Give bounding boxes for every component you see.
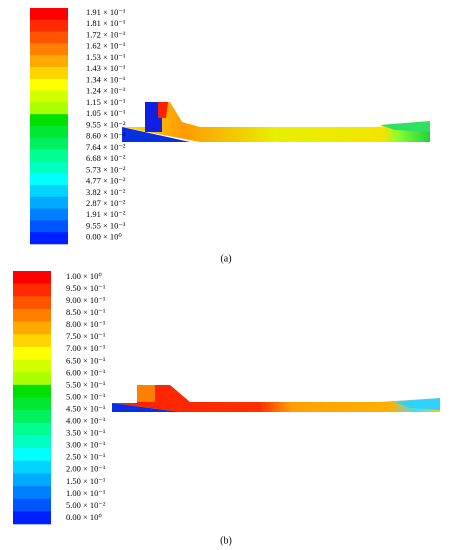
legend-swatch: [13, 486, 51, 499]
legend-swatch: [13, 460, 51, 474]
legend-label: 7.50 × 10⁻¹: [66, 331, 106, 341]
legend-label: 2.00 × 10⁻¹: [66, 464, 106, 474]
legend-label: 7.64 × 10⁻²: [86, 142, 126, 152]
legend-swatch: [30, 126, 68, 139]
legend-swatch: [30, 19, 68, 32]
legend-label: 1.50 × 10⁻¹: [66, 476, 106, 486]
legend-label: 1.91 × 10⁻²: [86, 209, 126, 219]
legend-label: 3.00 × 10⁻¹: [66, 440, 106, 450]
legend-swatch: [30, 196, 68, 209]
legend-swatch: [30, 55, 68, 68]
legend-swatch: [30, 43, 68, 56]
legend-label: 7.00 × 10⁻¹: [66, 343, 106, 353]
legend-label: 1.43 × 10⁻¹: [86, 63, 126, 73]
legend-swatch: [30, 185, 68, 198]
contour-a: [122, 102, 430, 142]
legend-swatch: [13, 334, 51, 348]
legend-swatch: [30, 149, 68, 162]
legend-label: 5.00 × 10⁻¹: [66, 391, 106, 401]
legend-label: 3.82 × 10⁻²: [86, 187, 126, 197]
legend-swatch: [13, 473, 51, 487]
legend-label: 1.15 × 10⁻¹: [86, 97, 126, 107]
legend-swatch: [30, 102, 68, 115]
legend-swatch: [30, 173, 68, 186]
legend-swatch: [30, 90, 68, 103]
legend-label: 1.05 × 10⁻¹: [86, 108, 126, 118]
legend-label: 1.24 × 10⁻¹: [86, 86, 126, 96]
legend-swatch: [30, 220, 68, 233]
legend-swatch: [30, 114, 68, 127]
legend-label: 1.00 × 10⁰: [66, 271, 102, 281]
legend-swatch: [13, 296, 51, 310]
legend-swatch: [13, 359, 51, 373]
legend-label: 4.77 × 10⁻²: [86, 176, 126, 186]
legend-swatch: [30, 137, 68, 150]
legend-swatch: [13, 397, 51, 411]
legend-swatch: [30, 8, 68, 21]
legend-label: 6.68 × 10⁻²: [86, 153, 126, 163]
legend-label: 1.62 × 10⁻¹: [86, 41, 126, 51]
legend-swatch: [13, 283, 51, 297]
legend-label: 1.34 × 10⁻¹: [86, 74, 126, 84]
legend-label: 1.72 × 10⁻¹: [86, 29, 126, 39]
legend-swatch: [13, 372, 51, 386]
legend-swatch: [13, 498, 51, 512]
caption: (a): [220, 253, 231, 264]
legend-swatch: [30, 78, 68, 91]
legend-swatch: [13, 308, 51, 322]
contour-b: [112, 385, 440, 412]
legend-swatch: [13, 448, 51, 462]
legend-swatch: [13, 410, 51, 424]
legend-swatch: [30, 208, 68, 221]
legend-label: 8.00 × 10⁻¹: [66, 319, 106, 329]
legend-swatch: [13, 511, 51, 525]
legend-label: 9.00 × 10⁻¹: [66, 295, 106, 305]
legend-label: 1.00 × 10⁻¹: [66, 488, 106, 498]
legend-swatch: [13, 422, 51, 436]
legend-swatch: [13, 321, 51, 335]
legend-swatch: [13, 384, 51, 398]
legend-label: 2.50 × 10⁻¹: [66, 452, 106, 462]
legend-label: 9.50 × 10⁻¹: [66, 283, 106, 293]
legend-label: 5.00 × 10⁻²: [66, 500, 106, 510]
legend-label: 9.55 × 10⁻²: [86, 119, 126, 129]
legend-swatch: [30, 67, 68, 80]
legend-label: 2.87 × 10⁻²: [86, 198, 126, 208]
legend-label: 1.91 × 10⁻¹: [86, 7, 126, 17]
legend-label: 8.60 × 10⁻²: [86, 131, 126, 141]
legend-label: 6.00 × 10⁻¹: [66, 367, 106, 377]
legend-label: 8.50 × 10⁻¹: [66, 307, 106, 317]
legend-swatch: [30, 161, 68, 174]
legend-label: 4.00 × 10⁻¹: [66, 416, 106, 426]
caption: (b): [220, 535, 232, 546]
legend-swatch: [13, 346, 51, 360]
legend-swatch: [13, 271, 51, 284]
legend-label: 0.00 × 10⁰: [86, 232, 122, 242]
legend-swatch: [13, 435, 51, 449]
legend-label: 0.00 × 10⁰: [66, 512, 102, 522]
legend-swatch: [30, 232, 68, 245]
legend-label: 5.73 × 10⁻²: [86, 164, 126, 174]
legend-swatch: [30, 31, 68, 44]
legend-label: 1.81 × 10⁻¹: [86, 18, 126, 28]
legend-label: 6.50 × 10⁻¹: [66, 355, 106, 365]
legend-label: 9.55 × 10⁻³: [86, 220, 126, 230]
legend-label: 1.53 × 10⁻¹: [86, 52, 126, 62]
legend-label: 5.50 × 10⁻¹: [66, 379, 106, 389]
legend-label: 4.50 × 10⁻¹: [66, 403, 106, 413]
legend-label: 3.50 × 10⁻¹: [66, 428, 106, 438]
